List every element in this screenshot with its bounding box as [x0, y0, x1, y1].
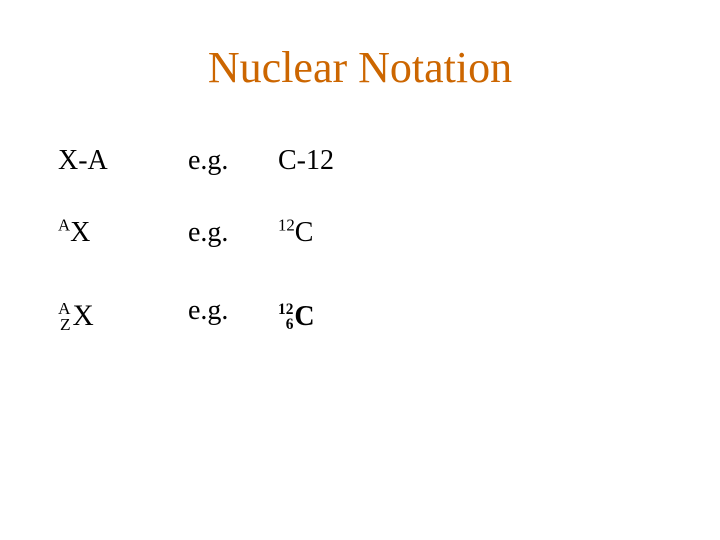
eg-cell: e.g.: [188, 217, 278, 249]
notation-cell: AX: [58, 217, 188, 249]
base-x-big: X: [73, 300, 94, 333]
notation-cell: X-A: [58, 145, 188, 177]
sup-12: 12: [278, 216, 295, 235]
example-cell: C-12: [278, 145, 398, 177]
notation-azx: A Z X: [58, 300, 94, 333]
iso-stack: 12 6: [278, 303, 293, 332]
example-cell: 12C: [278, 217, 398, 249]
slide-title: Nuclear Notation: [0, 42, 720, 93]
slide: Nuclear Notation X-A e.g. C-12 AX e.g. 1…: [0, 0, 720, 540]
notation-row: A Z X e.g. 12 6 C: [58, 289, 398, 333]
example-plain: C-12: [278, 145, 334, 176]
base-x: X: [70, 217, 90, 248]
content-area: X-A e.g. C-12 AX e.g. 12C: [58, 145, 398, 373]
eg-cell: e.g.: [188, 295, 278, 327]
stack-bottom-z: Z: [60, 317, 71, 333]
notation-plain: X-A: [58, 145, 108, 176]
notation-row: X-A e.g. C-12: [58, 145, 398, 177]
stack-bottom-6: 6: [286, 318, 294, 333]
base-c-bold: C: [294, 301, 314, 333]
notation-cell: A Z X: [58, 289, 188, 333]
eg-cell: e.g.: [188, 145, 278, 177]
example-azx: 12 6 C: [278, 301, 315, 333]
example-cell: 12 6 C: [278, 289, 398, 333]
eg-label: e.g.: [188, 217, 228, 248]
notation-supx: AX: [58, 217, 90, 248]
eg-label: e.g.: [188, 145, 228, 176]
eg-label: e.g.: [188, 295, 228, 326]
sup-a: A: [58, 216, 70, 235]
base-c: C: [295, 217, 314, 248]
notation-row: AX e.g. 12C: [58, 217, 398, 249]
example-supx: 12C: [278, 217, 313, 248]
az-stack: A Z: [58, 301, 71, 334]
